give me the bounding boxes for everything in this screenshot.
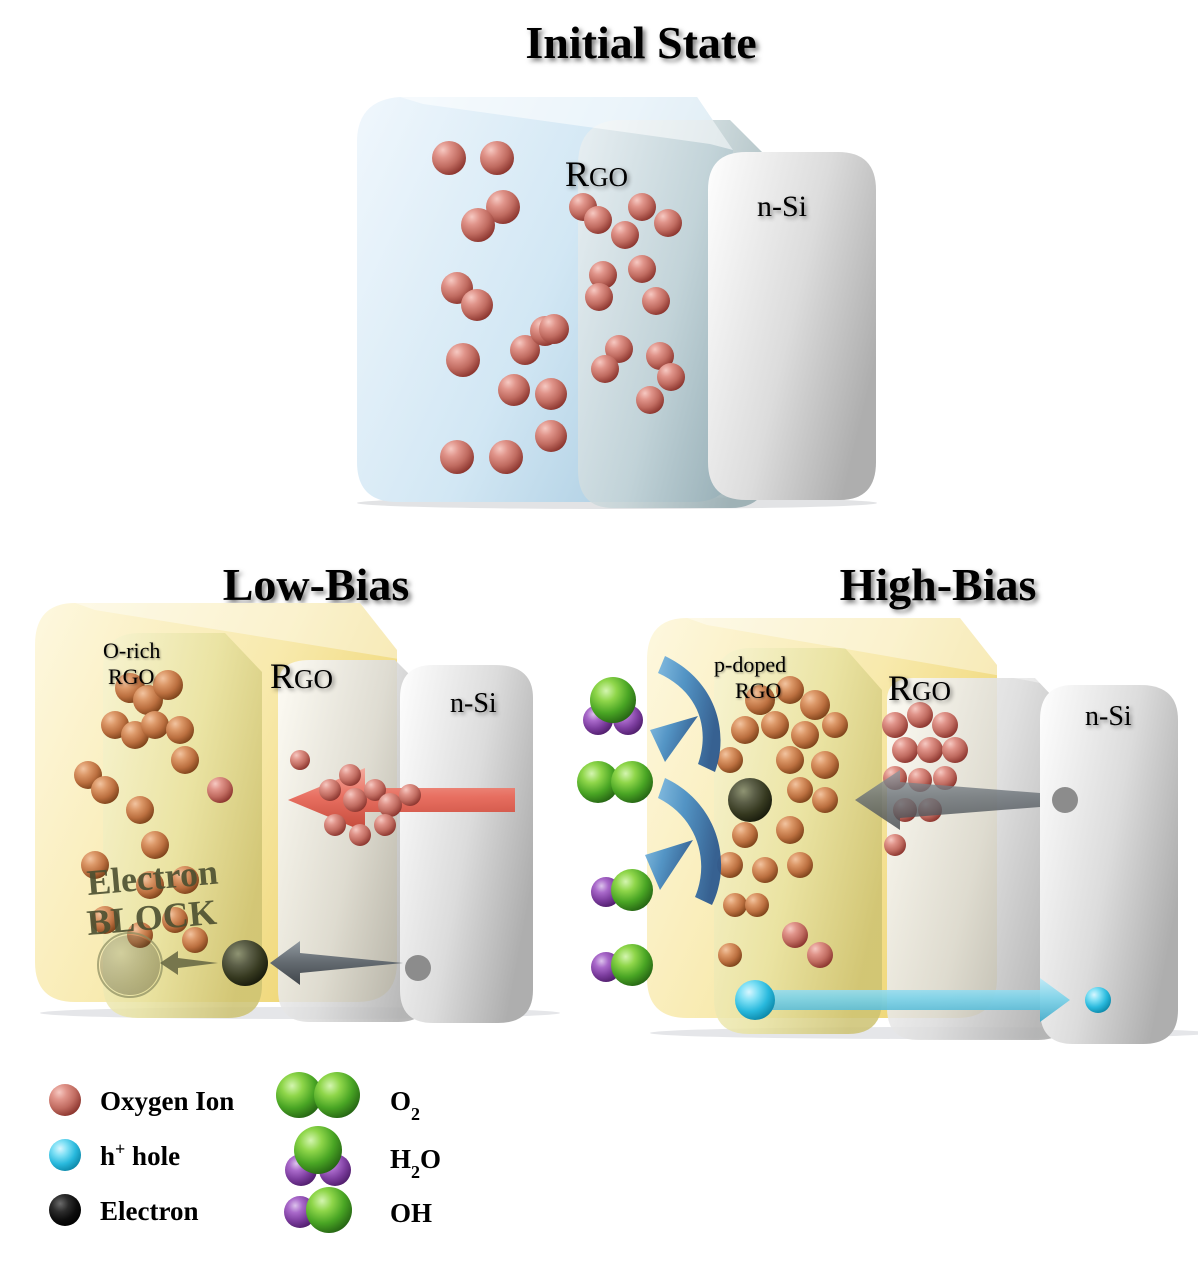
- svg-text:O-rich: O-rich: [103, 638, 160, 663]
- svg-text:n-Si: n-Si: [1085, 701, 1132, 732]
- svg-text:O2: O2: [390, 1086, 420, 1124]
- svg-text:h+ hole: h+ hole: [100, 1139, 180, 1171]
- svg-text:RGO: RGO: [735, 678, 781, 703]
- svg-text:Electron: Electron: [100, 1196, 198, 1226]
- svg-text:H2O: H2O: [390, 1144, 441, 1182]
- svg-text:p-doped: p-doped: [714, 652, 786, 677]
- svg-text:High-Bias: High-Bias: [840, 559, 1037, 610]
- svg-text:Initial State: Initial State: [525, 17, 756, 68]
- svg-text:n-Si: n-Si: [450, 688, 497, 719]
- svg-text:n-Si: n-Si: [757, 190, 807, 223]
- svg-text:OH: OH: [390, 1198, 432, 1228]
- svg-text:Low-Bias: Low-Bias: [223, 559, 410, 610]
- svg-text:Oxygen Ion: Oxygen Ion: [100, 1086, 234, 1116]
- svg-text:RGO: RGO: [108, 664, 154, 689]
